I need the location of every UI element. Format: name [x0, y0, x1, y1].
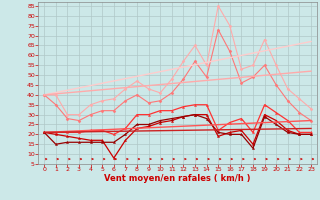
X-axis label: Vent moyen/en rafales ( km/h ): Vent moyen/en rafales ( km/h ) [104, 174, 251, 183]
